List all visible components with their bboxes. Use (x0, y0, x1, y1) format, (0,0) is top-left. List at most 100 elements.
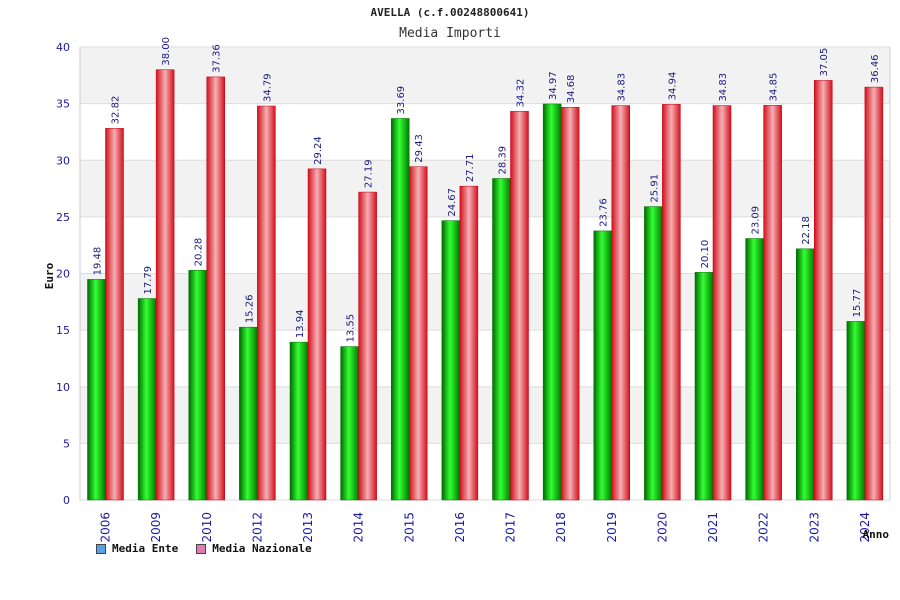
x-tick-label: 2019 (605, 512, 619, 543)
data-label: 22.18 (801, 216, 812, 245)
data-label: 23.76 (599, 198, 610, 227)
bar-media-nazionale-2017 (510, 111, 529, 501)
legend-item-media-nazionale: Media Nazionale (196, 542, 312, 555)
chart-title: AVELLA (c.f.00248800641) (371, 6, 530, 19)
bar-media-nazionale-2024 (864, 86, 884, 501)
data-label: 17.79 (143, 266, 154, 295)
bar-media-nazionale-2010 (206, 76, 225, 501)
bar-media-nazionale-2015 (409, 166, 428, 501)
data-label: 28.39 (498, 146, 509, 175)
x-tick-label: 2017 (504, 512, 518, 543)
data-label: 20.28 (194, 238, 205, 267)
data-label: 34.85 (769, 73, 780, 102)
bar-media-ente-2009 (137, 298, 157, 501)
bar-media-ente-2013 (289, 341, 309, 501)
bar-media-ente-2010 (188, 270, 207, 501)
bar-media-nazionale-2018 (560, 106, 580, 501)
data-label: 29.43 (414, 134, 425, 163)
data-label: 19.48 (93, 247, 104, 276)
bar-media-ente-2019 (593, 230, 612, 501)
data-label: 33.69 (396, 86, 407, 115)
bar-media-nazionale-2013 (307, 168, 327, 501)
data-label: 25.91 (649, 174, 660, 203)
data-label: 34.83 (617, 73, 628, 102)
bar-media-nazionale-2019 (611, 105, 630, 501)
x-tick-label: 2009 (149, 512, 163, 543)
bar-media-ente-2018 (542, 103, 562, 501)
y-tick-label: 15 (56, 324, 70, 337)
legend-label-media-nazionale: Media Nazionale (212, 542, 312, 555)
data-label: 13.94 (295, 309, 306, 338)
legend-item-media-ente: Media Ente (96, 542, 178, 555)
bar-media-nazionale-2014 (358, 191, 377, 501)
bar-media-ente-2017 (492, 178, 511, 501)
data-label: 27.71 (465, 154, 476, 183)
bar-media-nazionale-2016 (459, 185, 479, 501)
y-tick-label: 35 (56, 98, 70, 111)
bar-media-ente-2023 (796, 248, 815, 501)
y-axis-label: Euro (43, 262, 56, 289)
data-label: 23.09 (751, 206, 762, 235)
data-label: 34.68 (566, 75, 577, 104)
bar-media-ente-2006 (87, 279, 106, 501)
y-tick-label: 40 (56, 41, 70, 54)
bar-media-nazionale-2023 (814, 80, 833, 501)
x-tick-label: 2014 (352, 512, 366, 543)
bar-media-ente-2024 (846, 321, 866, 501)
y-tick-label: 30 (56, 154, 70, 167)
data-label: 34.32 (516, 79, 527, 108)
bars (87, 69, 884, 501)
x-tick-label: 2023 (807, 512, 821, 543)
y-tick-label: 10 (56, 381, 70, 394)
data-label: 20.10 (700, 240, 711, 269)
legend-swatch-media-nazionale (196, 543, 207, 554)
bar-media-ente-2016 (441, 220, 461, 501)
data-label: 37.36 (212, 44, 223, 73)
y-tick-label: 25 (56, 211, 70, 224)
x-tick-label: 2016 (453, 512, 467, 543)
x-tick-label: 2024 (858, 512, 872, 543)
x-tick-label: 2021 (706, 512, 720, 543)
y-axis-ticks: 0 5 10 15 20 25 30 35 40 (56, 41, 70, 507)
x-tick-label: 2013 (301, 512, 315, 543)
data-label: 34.83 (718, 73, 729, 102)
data-label: 36.46 (870, 54, 881, 83)
bar-media-ente-2021 (694, 272, 714, 501)
data-label: 24.67 (447, 188, 458, 217)
y-tick-label: 5 (63, 437, 70, 450)
data-label: 32.82 (111, 96, 122, 125)
x-tick-label: 2010 (200, 512, 214, 543)
legend-swatch-media-ente (96, 543, 106, 554)
x-tick-label: 2006 (99, 512, 113, 543)
legend: Media Ente Media Nazionale (96, 542, 312, 555)
bar-media-ente-2020 (644, 206, 663, 501)
x-axis-label: Anno (863, 528, 890, 541)
bar-media-ente-2015 (391, 118, 410, 501)
bar-media-nazionale-2006 (105, 128, 124, 501)
data-label: 15.77 (852, 289, 863, 318)
x-tick-label: 2012 (250, 512, 264, 543)
bar-media-ente-2012 (239, 326, 258, 501)
chart-subtitle: Media Importi (399, 26, 501, 41)
x-tick-label: 2020 (655, 512, 669, 543)
data-label: 34.97 (548, 71, 559, 100)
bar-media-nazionale-2012 (257, 105, 276, 501)
y-tick-label: 0 (63, 494, 70, 507)
x-axis-ticks: 2006 2009 2010 2012 2013 2014 2015 2016 2017 2018… (99, 512, 872, 543)
x-tick-label: 2015 (402, 512, 416, 543)
x-tick-label: 2018 (554, 512, 568, 543)
data-label: 38.00 (161, 37, 172, 66)
data-label: 13.55 (346, 314, 357, 343)
bar-media-nazionale-2021 (712, 105, 732, 501)
bar-media-nazionale-2009 (155, 69, 175, 501)
data-label: 27.19 (364, 159, 375, 188)
bar-media-nazionale-2022 (763, 105, 782, 501)
x-tick-label: 2022 (757, 512, 771, 543)
data-label: 37.05 (819, 48, 830, 77)
data-labels: 19.48 32.82 17.79 38.00 20.28 37.36 15.26 34.79… (93, 37, 881, 343)
y-tick-label: 20 (56, 268, 70, 281)
data-label: 15.26 (244, 295, 255, 324)
data-label: 34.94 (667, 72, 678, 101)
bar-media-ente-2022 (745, 238, 764, 501)
